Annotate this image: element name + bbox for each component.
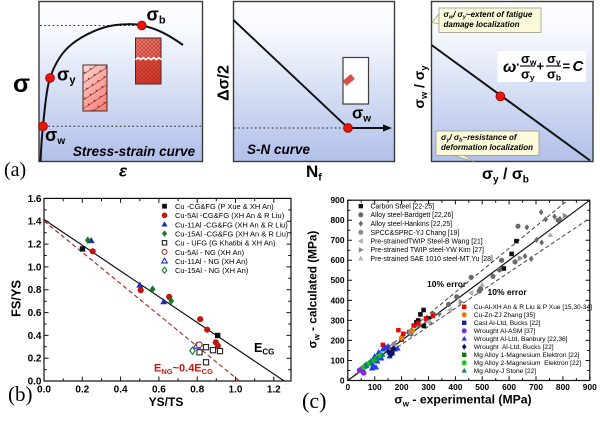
svg-text:FS/YS: FS/YS [9, 280, 24, 317]
svg-text:Mg Alloy 2-Magnesium Elektron: Mg Alloy 2-Magnesium Elektron [22] [474, 360, 582, 367]
svg-text:100: 100 [368, 382, 382, 392]
svg-text:900: 900 [331, 195, 345, 205]
svg-text:Cu-Al-XH An & R Liu & P Xue [1: Cu-Al-XH An & R Liu & P Xue [15,30-34] [474, 304, 592, 311]
svg-text:SPCC&SPRC-YJ Chang [19]: SPCC&SPRC-YJ Chang [19] [371, 230, 460, 237]
svg-text:0.8: 0.8 [28, 285, 42, 296]
svg-text:300: 300 [422, 382, 436, 392]
svg-text:σ: σ [13, 70, 30, 98]
svg-text:0.4: 0.4 [28, 331, 42, 342]
svg-text:(c): (c) [302, 388, 326, 413]
svg-text:400: 400 [448, 382, 462, 392]
svg-text:Wrought Al-ASM [37]: Wrought Al-ASM [37] [474, 328, 536, 335]
svg-text:(b): (b) [8, 382, 33, 406]
svg-text:=: = [563, 59, 571, 74]
svg-text:Cu-5Al - NG (XH An): Cu-5Al - NG (XH An) [175, 248, 245, 257]
svg-text:200: 200 [331, 335, 345, 345]
svg-text:Cu-11Al -CG&FG (XH An & R Liu): Cu-11Al -CG&FG (XH An & R Liu) [175, 220, 288, 229]
svg-text:YS/TS: YS/TS [149, 395, 184, 409]
svg-text:500: 500 [331, 275, 345, 285]
svg-text:Alloy steel-Hankins [22,25]: Alloy steel-Hankins [22,25] [371, 221, 453, 228]
svg-text:(a): (a) [4, 159, 26, 181]
svg-text:200: 200 [395, 382, 409, 392]
svg-text:600: 600 [331, 255, 345, 265]
svg-text:Wrought Al-Ltd, Bucks [22]: Wrought Al-Ltd, Bucks [22] [474, 344, 554, 351]
svg-text:Alloy steel-Bardgett [22,26]: Alloy steel-Bardgett [22,26] [371, 212, 454, 219]
svg-text:σw - experimental (MPa): σw - experimental (MPa) [394, 393, 531, 409]
svg-text:ε: ε [119, 162, 128, 181]
svg-text:800: 800 [556, 382, 570, 392]
svg-text:Cu-11Al - NG (XH An): Cu-11Al - NG (XH An) [175, 257, 248, 266]
svg-text:σy/ σb~resistance of: σy/ σb~resistance of [441, 133, 518, 144]
svg-text:1.0: 1.0 [28, 262, 42, 273]
svg-text:Cu-15Al -CG&FG (XH An & R Liu): Cu-15Al -CG&FG (XH An & R Liu) [175, 229, 289, 238]
svg-text:1.2: 1.2 [267, 384, 281, 395]
svg-text:300: 300 [331, 315, 345, 325]
svg-text:Stress-strain curve: Stress-strain curve [73, 144, 196, 159]
svg-text:1.4: 1.4 [28, 217, 42, 228]
svg-text:0: 0 [340, 375, 345, 385]
svg-text:σw/ σy~extent of fatigue: σw/ σy~extent of fatigue [444, 10, 533, 21]
svg-text:Carbon Steel [22-25]: Carbon Steel [22-25] [371, 204, 435, 211]
svg-text:deformation localization: deformation localization [441, 143, 533, 152]
svg-text:800: 800 [331, 215, 345, 225]
svg-text:Cu-Zn-ZJ Zhang [35]: Cu-Zn-ZJ Zhang [35] [474, 312, 535, 319]
svg-text:1.2: 1.2 [28, 240, 42, 251]
svg-text:0: 0 [345, 382, 350, 392]
svg-text:600: 600 [502, 382, 516, 392]
svg-text:Mg Alloy-J Stone [22]: Mg Alloy-J Stone [22] [474, 368, 536, 375]
svg-text:0.4: 0.4 [114, 384, 128, 395]
svg-text:Cu-15Al - NG (XH An): Cu-15Al - NG (XH An) [175, 266, 249, 275]
svg-text:10% error: 10% error [427, 279, 467, 289]
svg-text:0.0: 0.0 [28, 376, 42, 387]
svg-text:σy / σb: σy / σb [482, 166, 529, 186]
svg-text:C: C [573, 58, 585, 75]
svg-text:Cu -CG&FG (P Xue & XH An): Cu -CG&FG (P Xue & XH An) [175, 202, 274, 211]
svg-text:900: 900 [583, 382, 597, 392]
svg-text:0.6: 0.6 [28, 308, 42, 319]
svg-text:0.8: 0.8 [190, 384, 204, 395]
svg-text:Pre-strained TWIP steel-YW Kim: Pre-strained TWIP steel-YW Kim [27] [371, 247, 485, 254]
svg-text:Nf: Nf [306, 162, 322, 184]
svg-text:Cu-5Al -CG&FG (XH An & R Liu): Cu-5Al -CG&FG (XH An & R Liu) [175, 211, 285, 220]
svg-text:·: · [516, 57, 520, 72]
svg-text:0.2: 0.2 [75, 384, 89, 395]
svg-text:Wrought Al-Ltd, Banbury [22,36: Wrought Al-Ltd, Banbury [22,36] [474, 336, 568, 343]
svg-text:700: 700 [331, 235, 345, 245]
svg-text:damage localization: damage localization [444, 20, 520, 29]
svg-text:1.6: 1.6 [28, 194, 42, 205]
svg-text:0.6: 0.6 [152, 384, 166, 395]
svg-text:0.2: 0.2 [28, 354, 42, 365]
svg-text:0.0: 0.0 [37, 384, 51, 395]
svg-text:Δσ/2: Δσ/2 [216, 65, 233, 101]
svg-text:S-N curve: S-N curve [247, 142, 311, 157]
svg-text:700: 700 [529, 382, 543, 392]
svg-text:Pre-strained SAE 1010 steel-MT: Pre-strained SAE 1010 steel-MT Yu [28] [371, 256, 493, 263]
svg-text:ω: ω [503, 59, 516, 76]
svg-text:Mg Alloy 1-Magnesium Elektron: Mg Alloy 1-Magnesium Elektron [22] [474, 352, 580, 359]
svg-text:400: 400 [331, 295, 345, 305]
svg-text:Cast Al-Ltd, Bucks [22]: Cast Al-Ltd, Bucks [22] [474, 320, 541, 327]
svg-text:σw / σy: σw / σy [411, 66, 429, 109]
svg-text:σw - calculated (MPa): σw - calculated (MPa) [306, 231, 322, 349]
svg-text:Cu - UFG (G Khatibi & XH An): Cu - UFG (G Khatibi & XH An) [175, 239, 276, 248]
svg-text:Pre-strainedTWIP Steel-B Wang: Pre-strainedTWIP Steel-B Wang [21] [371, 239, 483, 246]
svg-text:+: + [537, 59, 545, 74]
svg-text:10% error: 10% error [488, 287, 528, 297]
svg-text:500: 500 [475, 382, 489, 392]
svg-text:100: 100 [331, 355, 345, 365]
svg-text:1.0: 1.0 [229, 384, 243, 395]
